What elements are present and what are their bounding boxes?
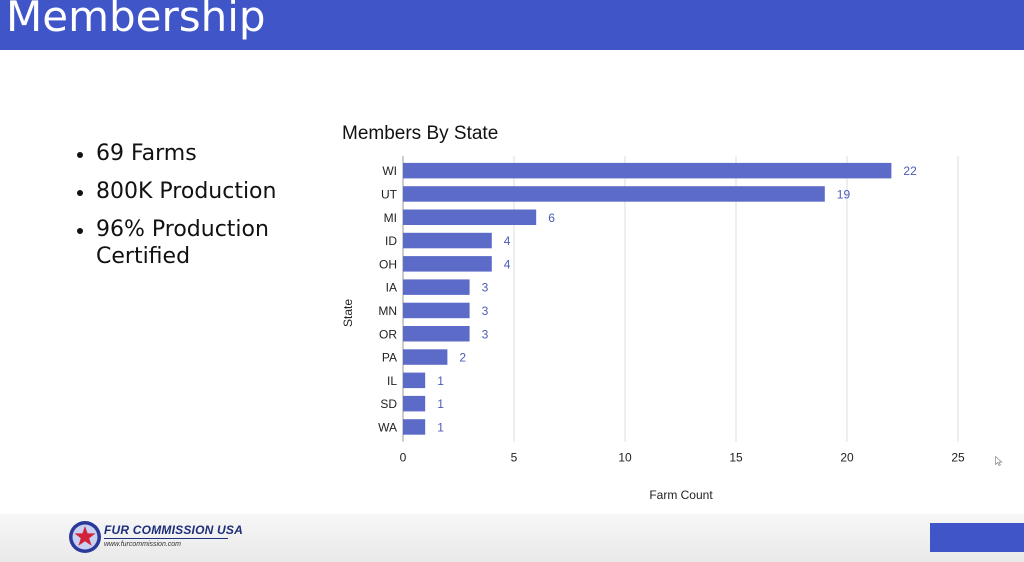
bar-mn: [403, 302, 470, 319]
category-label: MN: [378, 304, 397, 318]
bar-pa: [403, 349, 448, 365]
members-by-state-chart: Members By State WIUTMIIDOHIAMNORPAILSDW…: [341, 123, 965, 502]
x-tick-label: 20: [840, 451, 854, 465]
footer-accent-block: [930, 523, 1024, 552]
category-label: OR: [379, 327, 397, 341]
title-bar: Membership: [0, 0, 1024, 50]
x-tick-label: 10: [618, 451, 632, 465]
chart-bars: [403, 162, 892, 435]
mouse-cursor-icon: [995, 456, 1003, 466]
x-tick-label: 5: [511, 451, 518, 465]
category-label: IA: [386, 281, 397, 295]
chart-data-labels: 22 19 6 4 4 3 3 3 2 1 1 1: [437, 164, 917, 434]
logo-divider: [104, 538, 228, 539]
category-label: WA: [378, 420, 397, 434]
bar-id: [403, 232, 492, 249]
x-tick-label: 0: [400, 451, 407, 465]
data-label: 4: [504, 234, 511, 248]
data-label: 6: [548, 211, 555, 225]
page-title: Membership: [6, 0, 266, 41]
x-tick-label: 15: [729, 451, 743, 465]
bar-oh: [403, 256, 492, 272]
data-label: 2: [459, 351, 466, 365]
bar-or: [403, 326, 470, 342]
data-label: 3: [482, 327, 489, 341]
data-label: 1: [437, 420, 444, 434]
bar-ut: [403, 186, 825, 202]
bar-wa: [403, 419, 426, 435]
category-label: SD: [380, 397, 397, 411]
data-label: 3: [482, 304, 489, 318]
data-label: 1: [437, 397, 444, 411]
x-tick-label: 25: [951, 451, 965, 465]
x-axis-label: Farm Count: [649, 488, 713, 502]
category-label: PA: [382, 351, 397, 365]
bar-mi: [403, 209, 537, 225]
category-label: IL: [387, 374, 397, 388]
chart-category-labels: WI UT MI ID OH IA MN OR PA IL SD WA: [378, 164, 398, 434]
bar-ia: [403, 279, 470, 295]
logo-name: FUR COMMISSION USA: [104, 523, 243, 537]
category-label: WI: [382, 164, 397, 178]
bullet-farms: 69 Farms: [76, 140, 316, 167]
category-label: ID: [385, 234, 397, 248]
summary-bullet-list: 69 Farms 800K Production 96% Production …: [76, 140, 316, 281]
data-label: 1: [437, 374, 444, 388]
data-label: 3: [482, 281, 489, 295]
seal-star-icon: [69, 521, 101, 553]
data-label: 4: [504, 257, 511, 271]
category-label: MI: [384, 211, 397, 225]
logo-url: www.furcommission.com: [104, 541, 182, 548]
bar-wi: [403, 162, 892, 179]
data-label: 22: [903, 164, 917, 178]
category-label: UT: [381, 187, 398, 201]
bullet-production: 800K Production: [76, 178, 316, 205]
chart-title: Members By State: [342, 123, 498, 144]
data-label: 19: [837, 187, 851, 201]
bullet-certified: 96% Production Certified: [76, 216, 316, 270]
chart-x-tick-labels: 0 5 10 15 20 25: [400, 451, 965, 465]
bar-sd: [403, 395, 426, 412]
chart-gridlines: [402, 156, 959, 442]
bar-il: [403, 372, 426, 389]
y-axis-label: State: [341, 299, 355, 327]
category-label: OH: [379, 257, 397, 271]
